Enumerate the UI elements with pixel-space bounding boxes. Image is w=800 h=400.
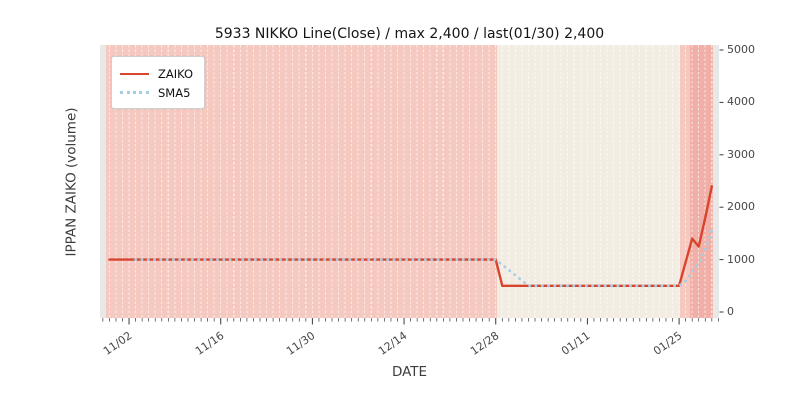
plot-area [100,45,719,318]
legend: ZAIKO SMA5 [111,56,206,109]
y-tick-label: 4000 [727,95,755,109]
y-tick-label: 2000 [727,200,755,214]
legend-item-sma5: SMA5 [120,83,193,102]
y-tick-label: 1000 [727,252,755,266]
legend-label-sma5: SMA5 [158,85,191,100]
sma5-line [134,228,714,288]
zaiko-line [108,185,714,287]
axis-ticks [102,49,724,325]
y-tick-label: 0 [727,305,734,318]
y-axis-title-wrap: IPPAN ZAIKO (volume) [50,45,94,318]
sma5-dotted-swatch-icon [120,91,149,94]
legend-item-zaiko: ZAIKO [120,64,193,83]
day-gridlines [106,45,714,318]
y-tick-label: 3000 [727,147,755,161]
x-axis-title: DATE [391,364,428,380]
zaiko-line-swatch-icon [120,72,149,75]
y-tick-label: 5000 [727,43,755,56]
chart-title: 5933 NIKKO Line(Close) / max 2,400 / las… [214,26,605,42]
y-axis-title: IPPAN ZAIKO (volume) [64,106,81,257]
legend-label-zaiko: ZAIKO [158,66,194,81]
